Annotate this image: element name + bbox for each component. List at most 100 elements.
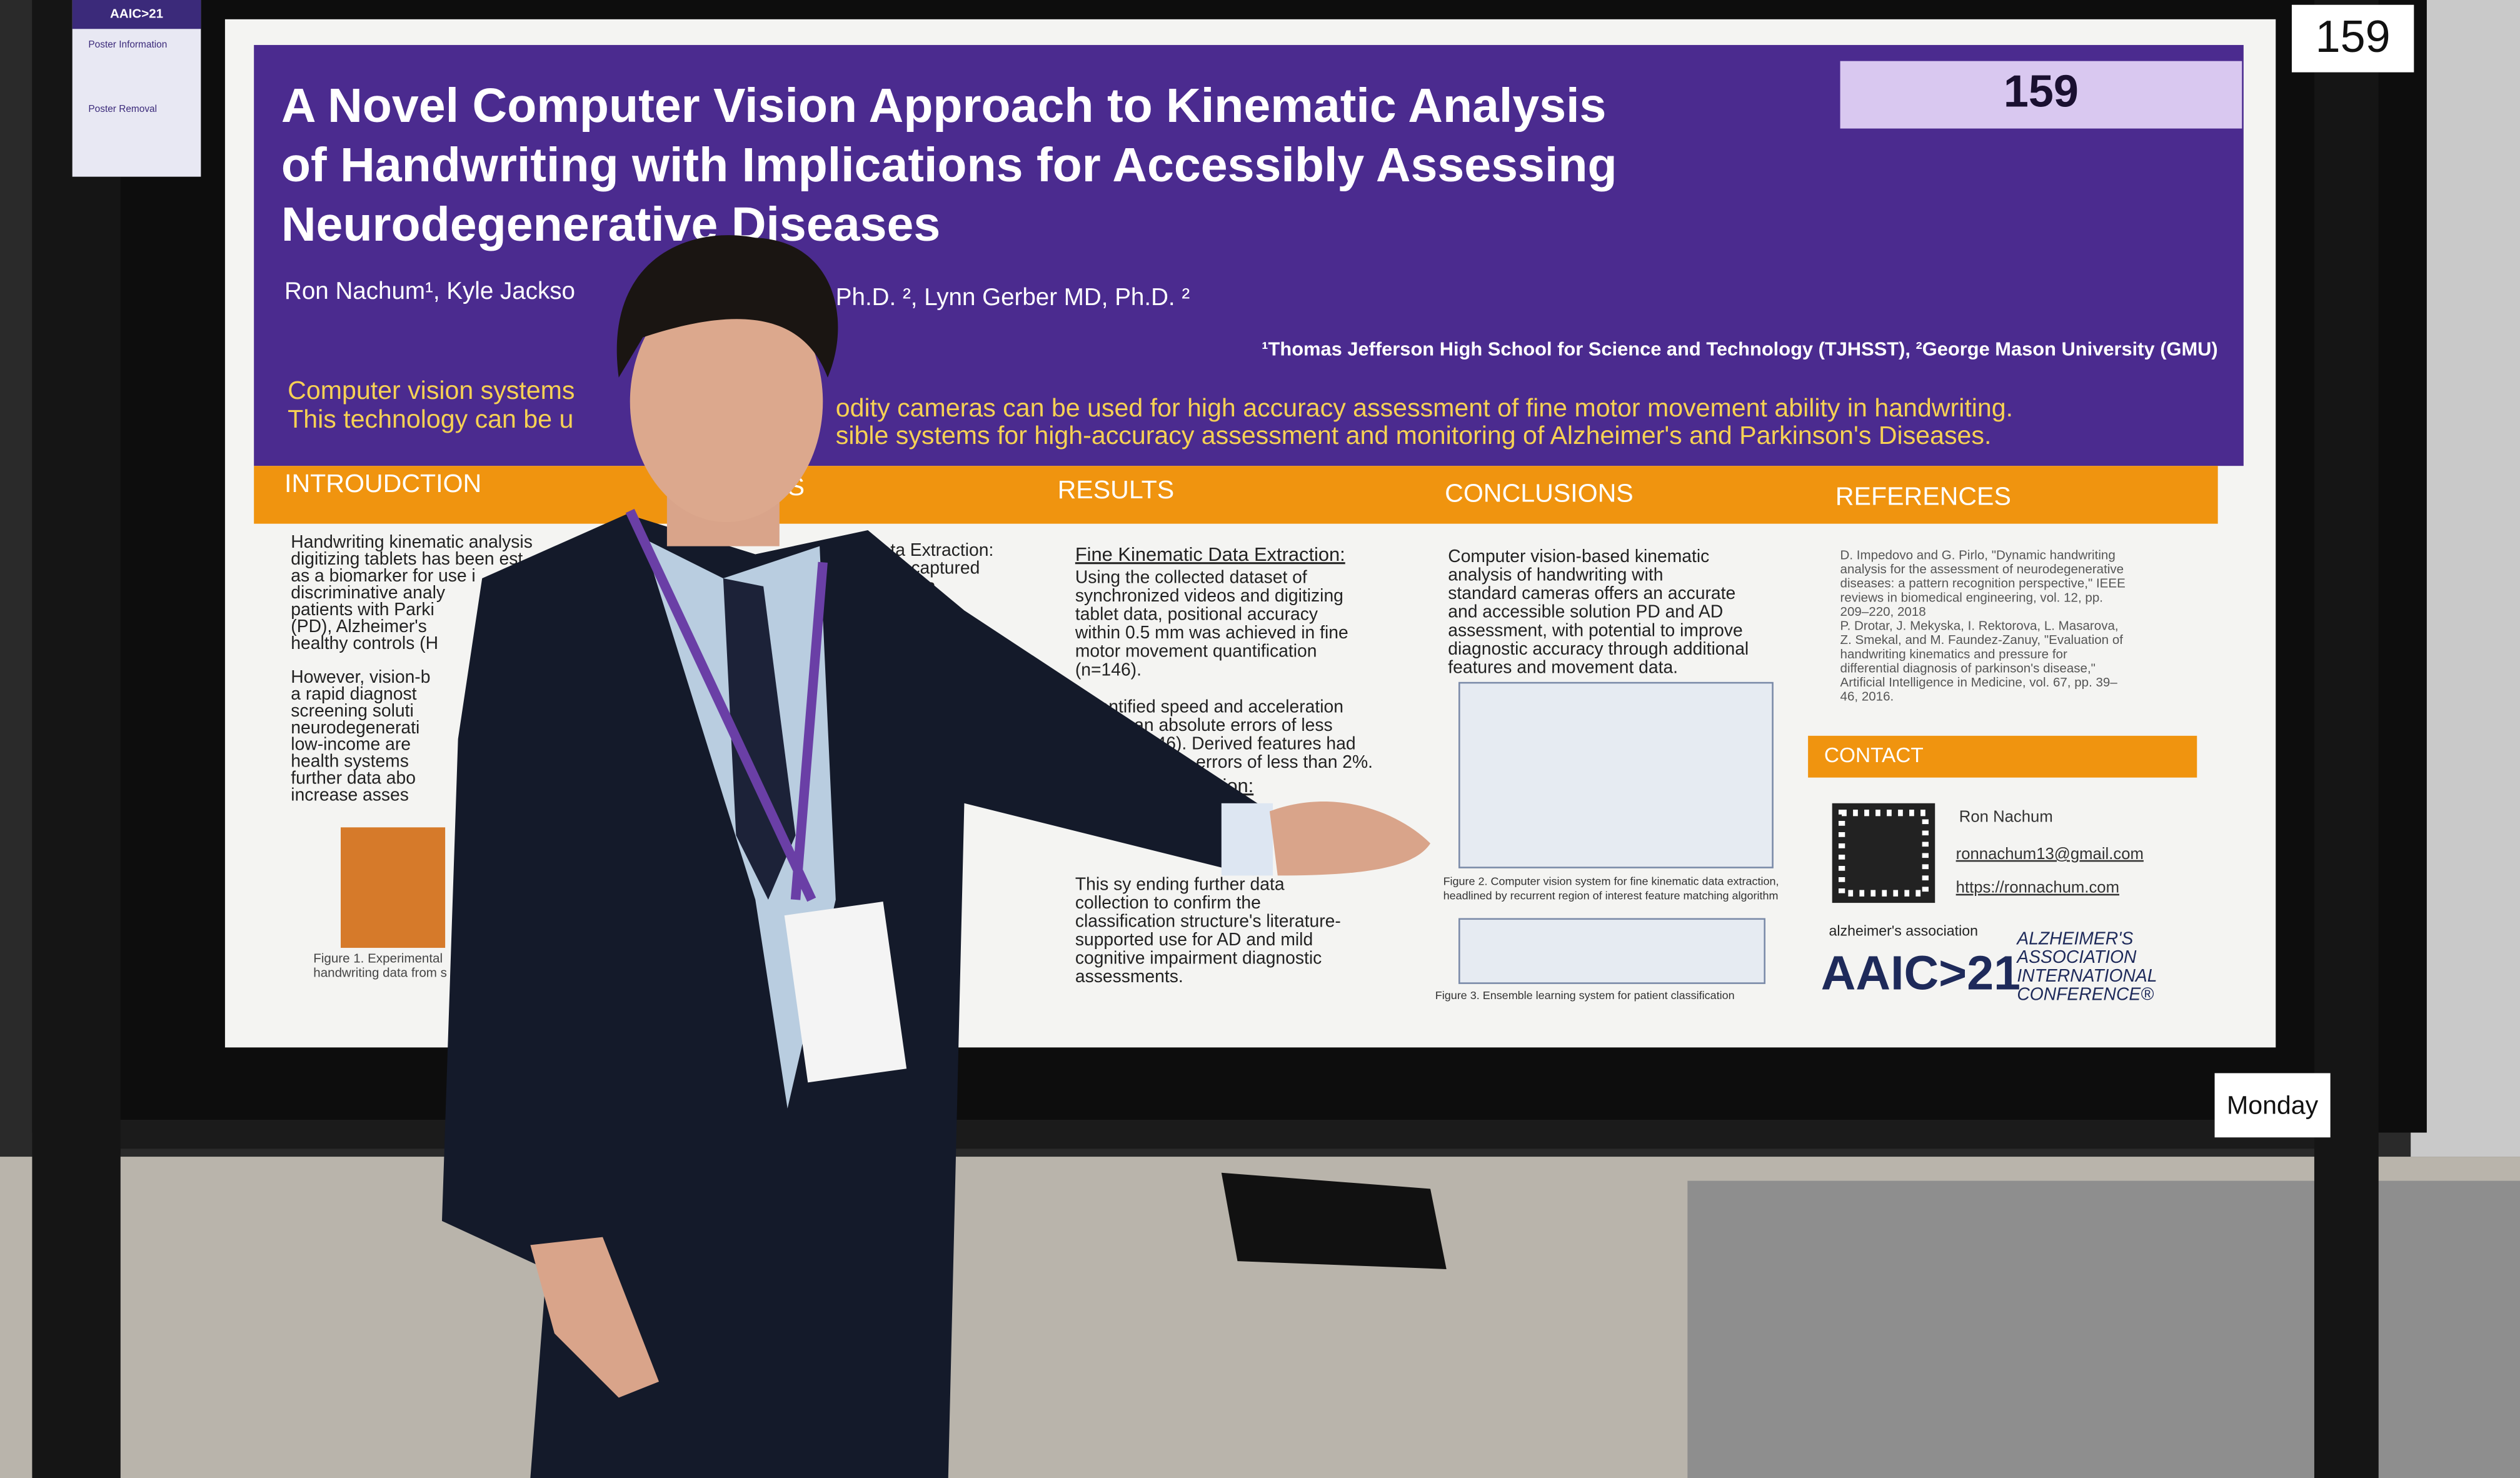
intro-text: low-income are bbox=[291, 734, 411, 754]
reference: 46, 2016. bbox=[1840, 690, 1894, 704]
results-text: cognitive impairment diagnostic bbox=[1075, 948, 1322, 968]
intro-text: screening soluti bbox=[291, 700, 413, 720]
intro-text: digitizing tablets has been est bbox=[291, 548, 523, 568]
intro-text: health systems bbox=[291, 751, 409, 771]
conference-name: INTERNATIONAL bbox=[2017, 965, 2157, 985]
intro-text: as a biomarker for use i bbox=[291, 565, 475, 585]
summary: This technology can be u bbox=[288, 405, 573, 433]
reference: Artificial Intelligence in Medicine, vol… bbox=[1840, 675, 2118, 690]
results-text: Using the collected dataset of bbox=[1075, 567, 1307, 587]
results-text: collection to confirm the bbox=[1075, 892, 1261, 912]
board-number: 159 bbox=[2316, 12, 2391, 62]
intro-text: discriminative analy bbox=[291, 582, 446, 602]
flyer bbox=[72, 0, 201, 177]
flyer-line: Poster Information bbox=[88, 39, 167, 50]
intro-text: Handwriting kinematic analysis bbox=[291, 531, 533, 551]
flyer-header bbox=[72, 0, 201, 29]
conclusions-text: analysis of handwriting with bbox=[1448, 565, 1663, 585]
conclusions-text: standard cameras offers an accurate bbox=[1448, 583, 1735, 603]
conference-name: ALZHEIMER'S bbox=[2015, 928, 2133, 948]
contact-email: ronnachum13@gmail.com bbox=[1956, 845, 2144, 863]
poster-title: A Novel Computer Vision Approach to Kine… bbox=[281, 79, 1607, 133]
results-heading: Fine Kinematic Data Extraction: bbox=[1075, 543, 1345, 565]
summary: Computer vision systems bbox=[288, 376, 575, 405]
reference: Z. Smekal, and M. Faundez-Zanuy, "Evalua… bbox=[1840, 633, 2124, 647]
day-sign-text: Monday bbox=[2227, 1090, 2319, 1119]
reference: P. Drotar, J. Mekyska, I. Rektorova, L. … bbox=[1840, 619, 2119, 633]
logo: AAIC>21 bbox=[1821, 947, 2021, 1000]
summary: odity cameras can be used for high accur… bbox=[836, 393, 2013, 422]
intro-text: a rapid diagnost bbox=[291, 683, 416, 703]
figure-caption: headlined by recurrent region of interes… bbox=[1443, 890, 1779, 902]
reference: 209–220, 2018 bbox=[1840, 605, 1926, 619]
contact-header: CONTACT bbox=[1824, 744, 1924, 767]
conference-name: CONFERENCE® bbox=[2017, 983, 2154, 1003]
conclusions-text: assessment, with potential to improve bbox=[1448, 620, 1742, 640]
section-header: REFERENCES bbox=[1835, 481, 2011, 510]
qr-code bbox=[1832, 803, 1935, 903]
reference: handwriting kinematics and pressure for bbox=[1840, 647, 2067, 661]
poster-number: 159 bbox=[2004, 67, 2079, 117]
flyer-title: AAIC>21 bbox=[110, 7, 163, 21]
contact-name: Ron Nachum bbox=[1959, 808, 2053, 826]
authors: Ron Nachum¹, Kyle Jackso bbox=[284, 278, 575, 304]
qr-pattern bbox=[1838, 810, 1929, 897]
passerby-legs bbox=[1221, 1172, 1447, 1269]
board-post bbox=[32, 0, 121, 1478]
poster-number-box bbox=[1840, 61, 2242, 129]
results-text: synchronized videos and digitizing bbox=[1075, 585, 1343, 605]
poster-title: Neurodegenerative Diseases bbox=[281, 198, 940, 251]
board-post bbox=[2314, 0, 2379, 1478]
hand bbox=[1269, 801, 1431, 876]
intro-text: further data abo bbox=[291, 768, 416, 788]
results-text: assessments. bbox=[1075, 966, 1183, 986]
face bbox=[630, 281, 823, 523]
intro-text: patients with Parki bbox=[291, 599, 434, 619]
board-number-sign bbox=[2291, 4, 2414, 73]
day-sign bbox=[2214, 1073, 2331, 1138]
figure-2 bbox=[1458, 681, 1774, 868]
intro-text: However, vision-b bbox=[291, 666, 430, 686]
reference: D. Impedovo and G. Pirlo, "Dynamic handw… bbox=[1840, 548, 2116, 563]
figure-caption: Figure 2. Computer vision system for fin… bbox=[1443, 875, 1779, 887]
conference-name: ASSOCIATION bbox=[2015, 947, 2137, 967]
intro-text: healthy controls (H bbox=[291, 633, 438, 653]
section-header: RESULTS bbox=[1058, 475, 1175, 504]
figure-caption: Figure 3. Ensemble learning system for p… bbox=[1435, 989, 1735, 1002]
hall-wall bbox=[2411, 0, 2520, 1157]
results-text: tablet data, positional accuracy bbox=[1075, 604, 1318, 624]
section-header: CONCLUSIONS bbox=[1445, 478, 1634, 507]
contact-bar bbox=[1808, 735, 2197, 778]
affiliations: ¹Thomas Jefferson High School for Scienc… bbox=[1262, 338, 2217, 359]
results-text: Quantified speed and acceleration bbox=[1075, 696, 1343, 716]
lanyard bbox=[625, 508, 828, 902]
intro-text: increase asses bbox=[291, 785, 409, 805]
figure-caption: handwriting data from s bbox=[313, 966, 447, 980]
figure-caption: Figure 1. Experimental bbox=[313, 951, 443, 965]
results-text: (n=146). bbox=[1075, 659, 1142, 679]
hand bbox=[530, 1237, 660, 1398]
authors: Ph.D. ², Lynn Gerber MD, Ph.D. ² bbox=[836, 284, 1190, 311]
cuff bbox=[1221, 803, 1273, 876]
figure-3 bbox=[1458, 918, 1766, 984]
section-header: INTROUDCTION bbox=[284, 469, 481, 498]
reference: reviews in biomedical engineering, vol. … bbox=[1840, 590, 2103, 605]
results-text: supported use for AD and mild bbox=[1075, 929, 1313, 949]
summary: sible systems for high-accuracy assessme… bbox=[836, 421, 1992, 450]
conclusions-text: diagnostic accuracy through additional bbox=[1448, 638, 1749, 658]
reference: differential diagnosis of parkinson's di… bbox=[1840, 661, 2096, 675]
results-text: motor movement quantification bbox=[1075, 641, 1317, 661]
reference: analysis for the assessment of neurodege… bbox=[1840, 562, 2124, 576]
section-bar bbox=[254, 466, 2218, 524]
results-text: classification structure's literature- bbox=[1075, 910, 1341, 930]
poster-title: of Handwriting with Implications for Acc… bbox=[281, 138, 1617, 192]
sponsor: alzheimer's association bbox=[1829, 922, 1978, 938]
conclusions-text: Computer vision-based kinematic bbox=[1448, 546, 1709, 566]
contact-url: https://ronnachum.com bbox=[1956, 879, 2119, 897]
flyer-line: Poster Removal bbox=[88, 104, 157, 114]
intro-text: (PD), Alzheimer's bbox=[291, 616, 426, 636]
badge bbox=[784, 902, 907, 1083]
intro-text: neurodegenerati bbox=[291, 717, 419, 737]
reference: diseases: a pattern recognition perspect… bbox=[1840, 576, 2126, 591]
